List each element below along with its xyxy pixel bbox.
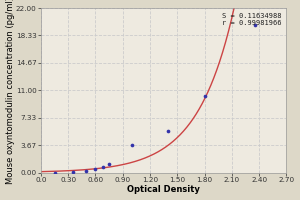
Point [70, 170, 75, 173]
Point [93, 168, 98, 171]
Point [202, 95, 207, 98]
Point [129, 143, 134, 147]
Point [100, 165, 105, 168]
Point [252, 23, 257, 26]
Point [107, 162, 112, 165]
Point [166, 130, 171, 133]
X-axis label: Optical Density: Optical Density [127, 185, 200, 194]
Text: S = 0.11634988
r = 0.99981966: S = 0.11634988 r = 0.99981966 [222, 13, 281, 26]
Y-axis label: Mouse oxyntomodulin concentration (pg/ml): Mouse oxyntomodulin concentration (pg/ml… [6, 0, 15, 184]
Point [84, 169, 89, 172]
Point [52, 171, 57, 174]
